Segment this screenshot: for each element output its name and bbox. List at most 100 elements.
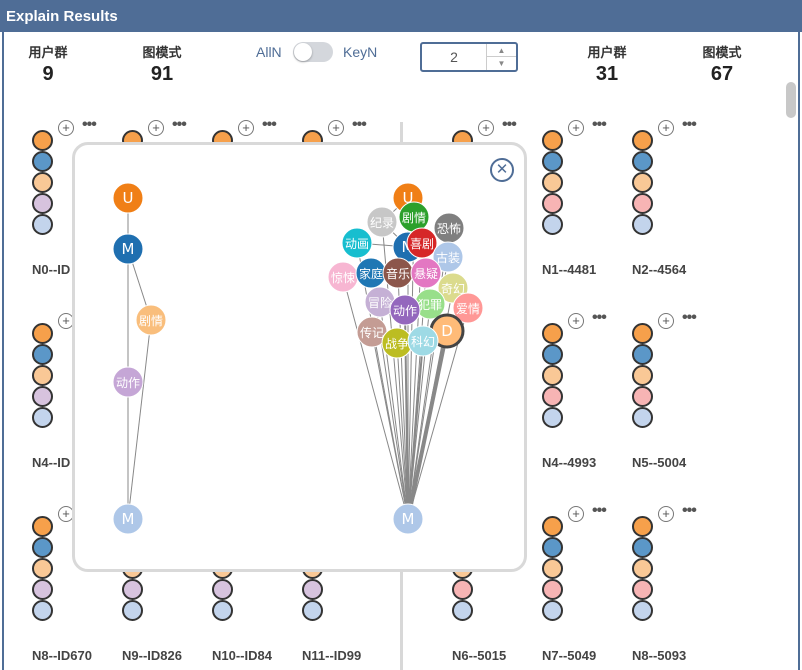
pattern-card-name: N11--ID99 [302,648,362,663]
toggle-left-label: AllN [256,44,282,60]
add-icon[interactable]: + [238,120,254,136]
stat-label: 用户群 [587,45,627,60]
stat-value: 91 [150,63,174,85]
node-dot [542,579,563,600]
pattern-card[interactable]: + ••• N8--5093 [632,502,712,670]
pattern-card[interactable]: + ••• N1--4481 [542,116,622,290]
pattern-card-name: N0--ID [32,262,71,277]
pattern-card-name: N8--5093 [632,648,687,663]
add-icon[interactable]: + [328,120,344,136]
chevron-down-icon[interactable]: ▼ [497,59,506,68]
pattern-card-name: N2--4564 [632,262,687,277]
chevron-up-icon[interactable]: ▲ [487,44,516,57]
more-options-icon[interactable]: ••• [262,116,277,133]
more-options-icon[interactable]: ••• [682,309,697,326]
right-graph-node-label: 古装 [436,250,460,265]
right-graph-node-label: 爱情 [456,302,480,316]
left-user-group-stat: 用户群 9 [8,42,88,86]
right-graph-node-label: 家庭 [359,266,383,281]
scrollbar-thumb[interactable] [786,82,796,118]
stat-label: 图模式 [702,45,742,60]
node-dot [632,214,653,235]
right-graph-edge [396,342,409,520]
node-count-stepper[interactable]: 2 ▲ ▼ [420,42,518,72]
node-stack [542,323,563,428]
left-graph-node-label: U [123,189,134,207]
pattern-card[interactable]: + ••• N2--4564 [632,116,712,290]
stepper-arrows[interactable]: ▲ ▼ [486,44,516,70]
stepper-value[interactable]: 2 [450,49,458,65]
close-icon[interactable]: ✕ [490,158,514,182]
pattern-card[interactable]: + ••• N5--5004 [632,309,712,483]
alln-keyn-toggle[interactable] [293,42,333,62]
more-options-icon[interactable]: ••• [352,116,367,133]
pattern-card[interactable]: + ••• N7--5049 [542,502,622,670]
node-dot [632,151,653,172]
add-icon[interactable]: + [658,313,674,329]
toggle-knob[interactable] [294,43,312,61]
add-icon[interactable]: + [568,506,584,522]
more-options-icon[interactable]: ••• [502,116,517,133]
more-options-icon[interactable]: ••• [82,116,97,133]
node-dot [452,600,473,621]
pattern-card-name: N7--5049 [542,648,597,663]
pattern-card-name: N5--5004 [632,455,687,470]
more-options-icon[interactable]: ••• [592,502,607,519]
left-graph-node [112,503,144,535]
node-dot [32,407,53,428]
add-icon[interactable]: + [148,120,164,136]
add-icon[interactable]: + [568,120,584,136]
node-dot [32,344,53,365]
right-graph-node-label: 冒险 [368,295,392,310]
right-graph-node [366,206,398,238]
node-dot [542,344,563,365]
node-stack [632,516,653,621]
pattern-card[interactable]: +•••N4--ID [32,309,112,483]
node-dot [542,600,563,621]
add-icon[interactable]: + [658,120,674,136]
more-options-icon[interactable]: ••• [592,116,607,133]
node-dot [32,537,53,558]
pattern-card[interactable]: + ••• N0--ID [32,116,112,290]
node-stack [542,516,563,621]
more-options-icon[interactable]: ••• [592,309,607,326]
pattern-card-name: N6--5015 [452,648,507,663]
add-icon[interactable]: + [658,506,674,522]
node-dot [32,323,53,344]
add-icon[interactable]: + [58,120,74,136]
node-dot [32,151,53,172]
right-graph-node-label: 传记 [360,325,384,340]
pattern-card-name: N4--4993 [542,455,597,470]
right-graph-node [452,292,484,324]
more-options-icon[interactable]: ••• [682,116,697,133]
add-icon[interactable]: + [478,120,494,136]
left-graph-node-label: 动作 [116,376,140,390]
node-stack [632,323,653,428]
right-graph-node-label: M [402,510,415,528]
node-stack [542,130,563,235]
node-stack [32,516,53,621]
left-graph-node-label: 剧情 [139,314,163,328]
right-graph-node [341,227,373,259]
node-dot [632,516,653,537]
right-graph-node-label: U [403,189,414,207]
node-dot [32,579,53,600]
node-dot [632,172,653,193]
pattern-graph: UM剧情动作MU剧情纪录恐怖动画M喜剧古装惊悚家庭音乐悬疑奇幻冒险犯罪爱情动作D… [112,182,484,535]
pattern-card[interactable]: + ••• N4--4993 [542,309,622,483]
node-dot [632,579,653,600]
pattern-card-name: N10--ID84 [212,648,272,663]
left-graph-edge [127,319,152,520]
more-options-icon[interactable]: ••• [682,502,697,519]
right-graph-node [389,294,421,326]
node-dot [32,386,53,407]
more-options-icon[interactable]: ••• [172,116,187,133]
add-icon[interactable]: + [568,313,584,329]
node-dot [632,407,653,428]
node-stack [32,130,53,235]
node-dot [542,172,563,193]
pattern-card-name: N4--ID [32,455,71,470]
right-graph-edge [406,330,449,520]
results-frame [2,32,800,670]
stat-label: 用户群 [28,45,68,60]
